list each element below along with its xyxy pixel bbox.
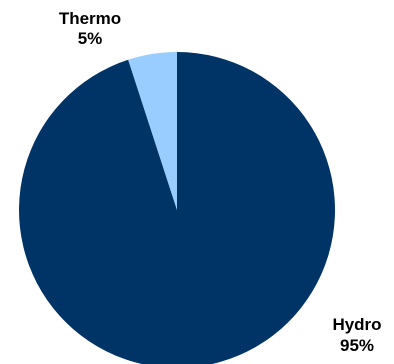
pie-slice-hydro [19, 52, 335, 364]
hydro-label: Hydro [332, 315, 381, 334]
pie-slice-thermo [128, 52, 177, 210]
thermo-label: Thermo [59, 9, 121, 28]
thermo-percent: 5% [78, 29, 103, 48]
hydro-percent: 95% [340, 336, 374, 355]
pie-slices [19, 52, 335, 364]
